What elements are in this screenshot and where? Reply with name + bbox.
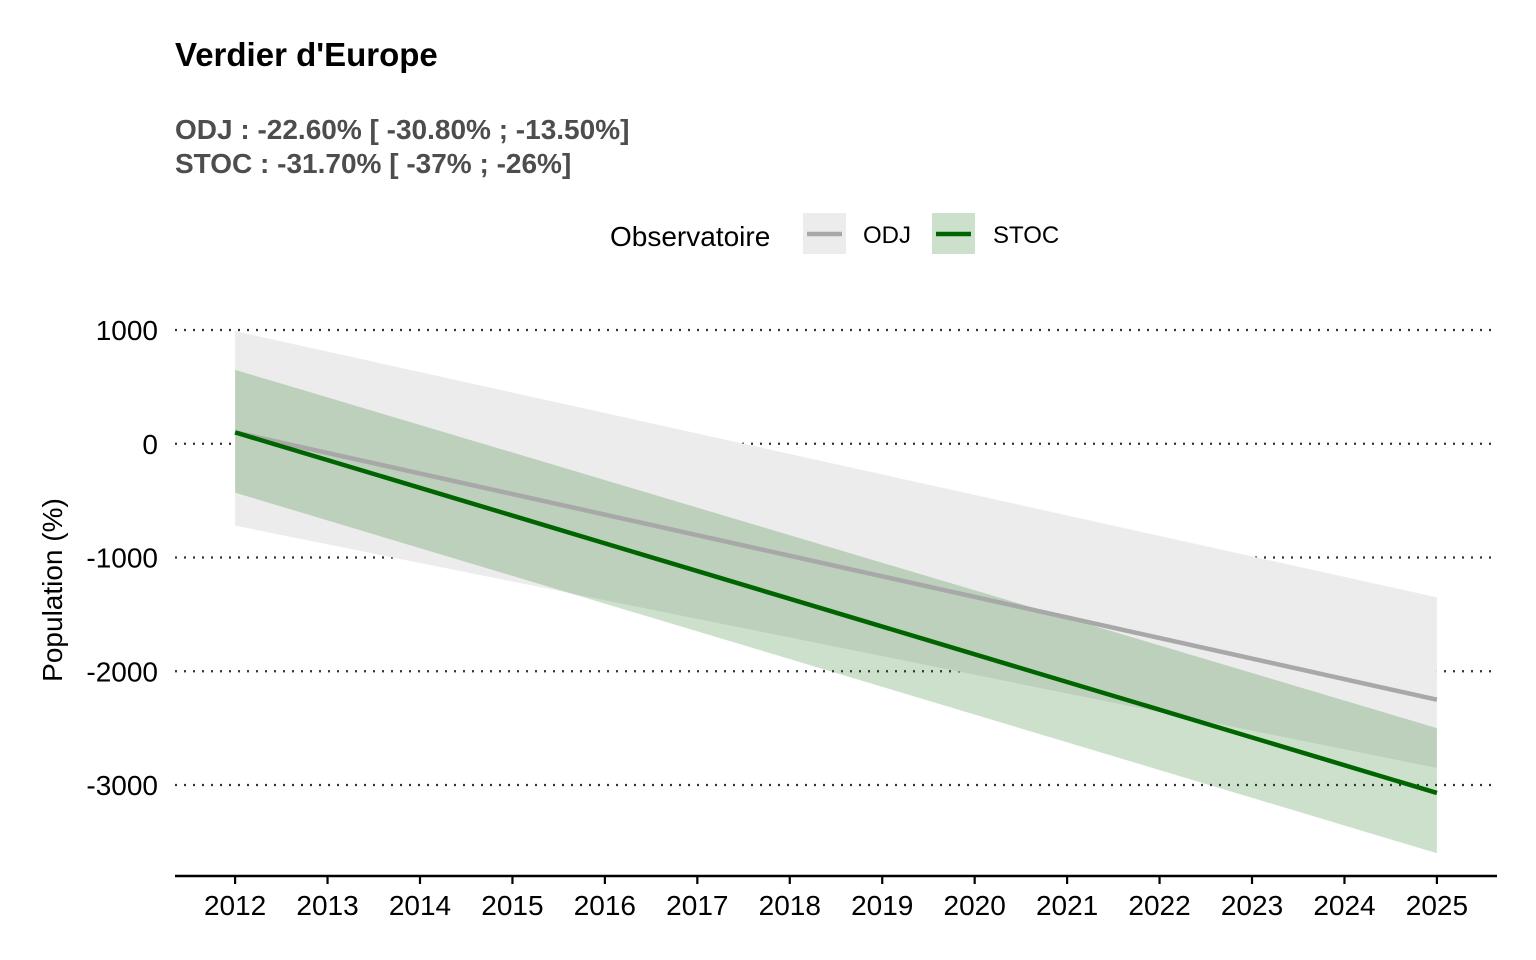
x-tick-label: 2015 <box>481 890 543 921</box>
y-tick-label: -1000 <box>86 543 158 574</box>
y-tick-label: 1000 <box>96 315 158 346</box>
x-tick-label: 2016 <box>574 890 636 921</box>
x-tick-label: 2023 <box>1221 890 1283 921</box>
chart-subtitle-odj: ODJ : -22.60% [ -30.80% ; -13.50%] <box>175 114 629 145</box>
x-tick-label: 2020 <box>944 890 1006 921</box>
y-tick-label: -2000 <box>86 656 158 687</box>
legend: Observatoire ODJ STOC <box>610 213 1059 254</box>
legend-label-odj: ODJ <box>863 222 911 249</box>
y-tick-label: -3000 <box>86 770 158 801</box>
ribbon-odj <box>235 331 1437 768</box>
x-tick-label: 2021 <box>1036 890 1098 921</box>
x-tick-label: 2024 <box>1313 890 1375 921</box>
legend-label-stoc: STOC <box>993 222 1059 249</box>
x-tick-label: 2018 <box>759 890 821 921</box>
y-tick-label: 0 <box>142 429 158 460</box>
legend-title: Observatoire <box>610 221 770 252</box>
chart-title: Verdier d'Europe <box>175 36 438 73</box>
line-stoc <box>234 430 1438 796</box>
x-tick-label: 2014 <box>389 890 451 921</box>
x-tick-label: 2019 <box>851 890 913 921</box>
x-tick-label: 2013 <box>296 890 358 921</box>
chart-subtitle-stoc: STOC : -31.70% [ -37% ; -26%] <box>175 148 571 179</box>
y-axis-title: Population (%) <box>37 498 68 682</box>
line-odj <box>234 430 1438 702</box>
x-tick-label: 2022 <box>1128 890 1190 921</box>
x-tick-label: 2012 <box>204 890 266 921</box>
x-tick-label: 2017 <box>666 890 728 921</box>
x-tick-label: 2025 <box>1406 890 1468 921</box>
